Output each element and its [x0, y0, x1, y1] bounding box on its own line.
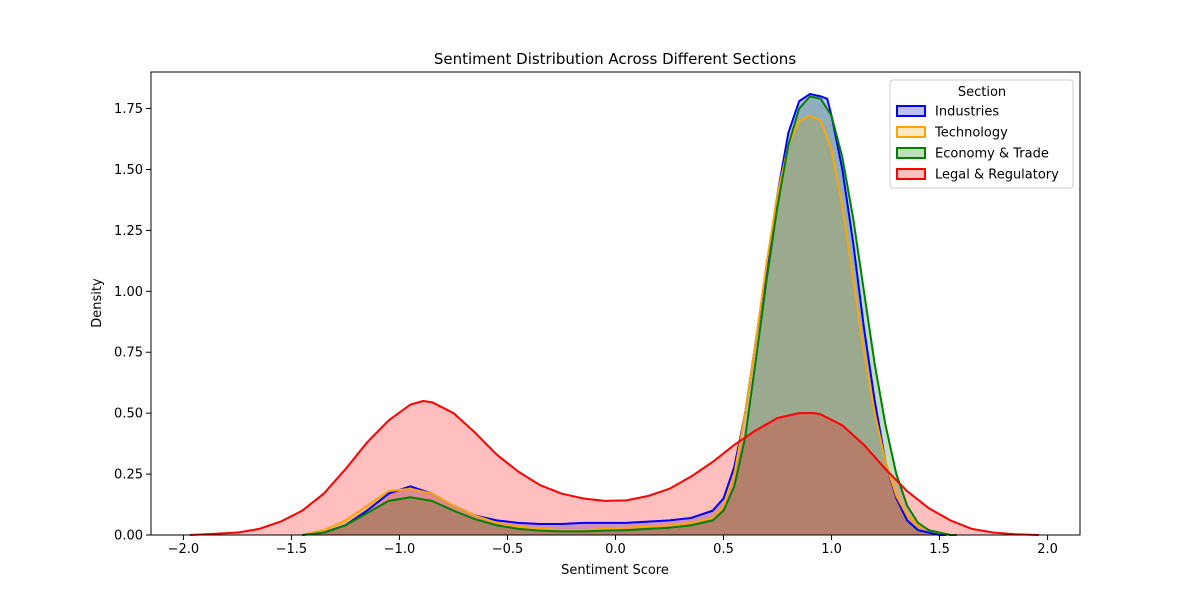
series-layer [189, 92, 1039, 536]
legend: Section Industries Technology Economy & Tr… [889, 79, 1074, 189]
x-tick-label: −2.0 [168, 542, 200, 557]
legend-label-technology: Technology [934, 126, 1008, 141]
series-area-economy-trade [302, 96, 957, 536]
legend-label-industries: Industries [935, 105, 999, 120]
series-area-industries [302, 93, 947, 536]
y-tick-label: 1.00 [114, 285, 143, 300]
series-area-legal-regulatory [189, 400, 1039, 535]
y-tick-label: 1.75 [114, 102, 143, 117]
legend-swatch-technology [896, 126, 926, 138]
legend-swatch-economy-trade [896, 147, 926, 159]
x-tick-label: −1.0 [384, 542, 416, 557]
y-tick-label: 1.50 [114, 163, 143, 178]
y-tick-label: 1.25 [114, 224, 143, 239]
series-area-technology [302, 115, 957, 536]
x-tick-label: 0.5 [713, 542, 734, 557]
series-line-legal-regulatory [189, 399, 1039, 536]
legend-items: Industries Technology Economy & Trade Legal… [896, 105, 1059, 183]
x-tick-label: −0.5 [492, 542, 524, 557]
x-tick-label: 0.0 [605, 542, 626, 557]
series-line-technology [302, 114, 957, 536]
y-axis-title: Density [90, 278, 105, 328]
y-tick-label: 0.50 [114, 407, 143, 422]
legend-label-legal-regulatory: Legal & Regulatory [935, 168, 1059, 183]
legend-swatch-legal-regulatory [896, 168, 926, 180]
chart-title: Sentiment Distribution Across Different … [434, 50, 796, 68]
x-tick-label: 1.5 [929, 542, 950, 557]
y-tick-label: 0.25 [114, 468, 143, 483]
x-axis: −2.0 −1.5 −1.0 −0.5 0.0 0.5 1.0 1.5 2.0 [168, 535, 1058, 557]
x-tick-label: 2.0 [1037, 542, 1058, 557]
legend-title: Section [958, 85, 1006, 100]
legend-label-economy-trade: Economy & Trade [935, 147, 1049, 162]
x-tick-label: 1.0 [821, 542, 842, 557]
legend-box [889, 79, 1074, 189]
y-axis: 0.00 0.25 0.50 0.75 1.00 1.25 1.50 1.75 [114, 102, 151, 544]
legend-swatch-industries [896, 105, 926, 117]
y-tick-label: 0.75 [114, 346, 143, 361]
x-axis-title: Sentiment Score [561, 563, 669, 578]
series-line-economy-trade [302, 95, 957, 536]
x-tick-label: −1.5 [276, 542, 308, 557]
y-tick-label: 0.00 [114, 529, 143, 544]
